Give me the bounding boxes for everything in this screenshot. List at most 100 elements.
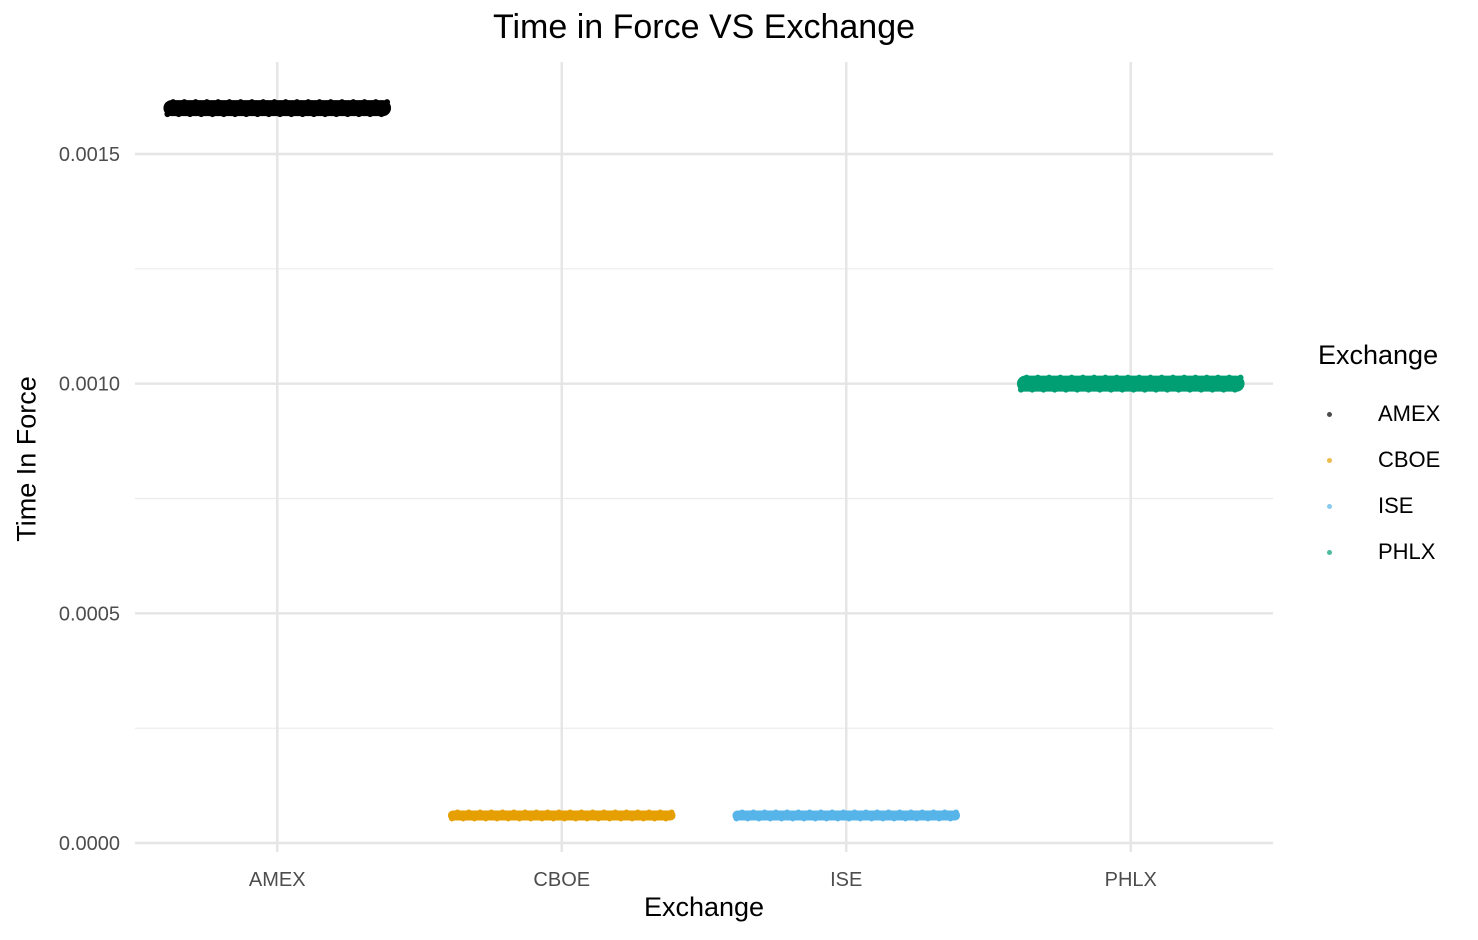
series-amex: [163, 99, 392, 118]
point: [595, 815, 602, 822]
point: [265, 111, 272, 118]
point: [1220, 386, 1227, 393]
point: [1017, 386, 1024, 393]
point: [640, 815, 647, 822]
point: [482, 815, 489, 822]
point: [572, 815, 579, 822]
point: [1023, 374, 1030, 381]
legend-label: PHLX: [1378, 539, 1436, 564]
point: [806, 809, 813, 816]
point: [1198, 386, 1205, 393]
legend-key: [1318, 411, 1340, 417]
point: [744, 815, 751, 822]
point: [772, 809, 779, 816]
point: [372, 99, 379, 106]
point: [181, 99, 188, 106]
point: [761, 809, 768, 816]
point: [271, 99, 278, 106]
x-tick-label: AMEX: [249, 869, 306, 891]
point: [1237, 374, 1244, 381]
point: [293, 99, 300, 106]
point: [789, 815, 796, 822]
point: [510, 809, 517, 816]
point: [384, 99, 391, 106]
point: [1108, 386, 1115, 393]
point: [657, 809, 664, 816]
x-tick-label: CBOE: [533, 869, 590, 891]
point: [378, 111, 385, 118]
point: [215, 99, 222, 106]
point: [367, 111, 374, 118]
point: [801, 815, 808, 822]
point: [795, 809, 802, 816]
point: [277, 111, 284, 118]
legend-items: AMEX CBOE ISE PHLX: [1318, 391, 1440, 575]
point: [220, 111, 227, 118]
point: [834, 815, 841, 822]
x-tick-label: PHLX: [1105, 869, 1157, 891]
point: [733, 815, 740, 822]
point: [1096, 386, 1103, 393]
legend-dot-icon: [1326, 411, 1332, 417]
point: [1175, 386, 1182, 393]
point: [739, 809, 746, 816]
point: [1091, 374, 1098, 381]
series-phlx: [1016, 374, 1245, 393]
point: [857, 815, 864, 822]
point: [527, 815, 534, 822]
point: [355, 111, 362, 118]
point: [1209, 386, 1216, 393]
point: [913, 815, 920, 822]
point: [299, 111, 306, 118]
point: [1051, 386, 1058, 393]
point: [1029, 386, 1036, 393]
point: [902, 815, 909, 822]
point: [617, 815, 624, 822]
point: [1119, 386, 1126, 393]
point: [1079, 374, 1086, 381]
legend-key: [1318, 503, 1340, 509]
point: [629, 815, 636, 822]
legend-item: PHLX: [1318, 529, 1440, 575]
chart-title: Time in Force VS Exchange: [492, 8, 916, 46]
point: [1158, 374, 1165, 381]
y-tick-label: 0.0000: [59, 833, 120, 855]
point: [1169, 374, 1176, 381]
point: [840, 809, 847, 816]
point: [1203, 374, 1210, 381]
point: [896, 809, 903, 816]
point: [589, 809, 596, 816]
point: [327, 99, 334, 106]
point: [1068, 374, 1075, 381]
legend-dot-icon: [1326, 457, 1332, 463]
point: [567, 809, 574, 816]
legend-item: ISE: [1318, 483, 1440, 529]
point: [1141, 386, 1148, 393]
point: [237, 99, 244, 106]
point: [209, 111, 216, 118]
legend-key: [1318, 457, 1340, 463]
point: [505, 815, 512, 822]
point: [1113, 374, 1120, 381]
point: [164, 111, 171, 118]
point: [891, 815, 898, 822]
point: [1164, 386, 1171, 393]
point: [612, 809, 619, 816]
point: [322, 111, 329, 118]
point: [862, 809, 869, 816]
point: [333, 111, 340, 118]
point: [1102, 374, 1109, 381]
point: [941, 809, 948, 816]
point: [316, 99, 323, 106]
point: [282, 99, 289, 106]
point: [1057, 374, 1064, 381]
point: [488, 809, 495, 816]
point: [232, 111, 239, 118]
legend-dot-icon: [1326, 549, 1332, 555]
point: [175, 111, 182, 118]
legend-item: AMEX: [1318, 391, 1440, 437]
legend-label: AMEX: [1378, 401, 1441, 426]
y-tick-label: 0.0005: [59, 603, 120, 625]
point: [254, 111, 261, 118]
